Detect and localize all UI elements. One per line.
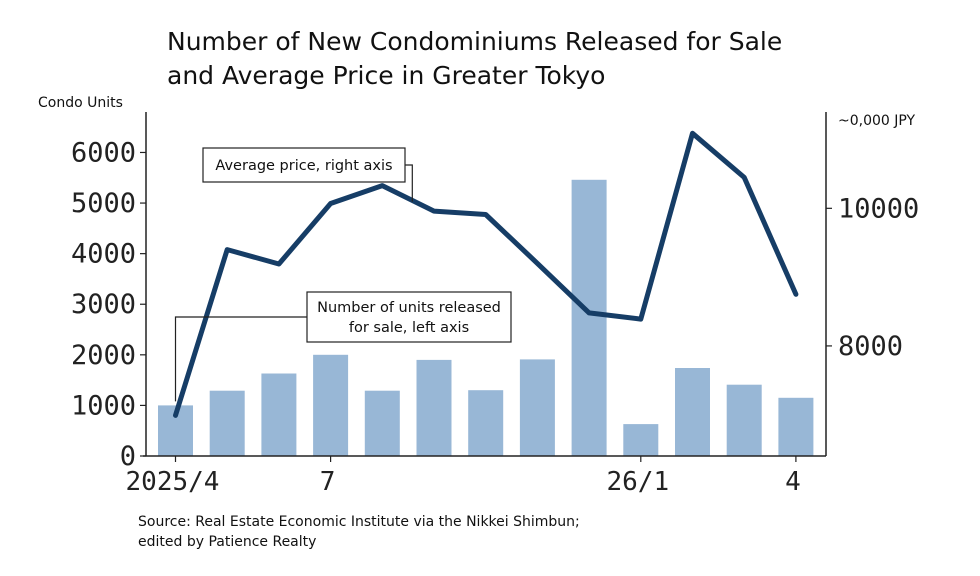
bar-2026/1 [623,424,659,456]
units-callout-leader [174,316,307,402]
bar-series [158,179,814,457]
right-axis-label: ~0,000 JPY [838,113,916,129]
chart-title-line-1: Number of New Condominiums Released for … [167,27,782,56]
left-tick-label-3000: 3000 [71,289,136,320]
bar-2025/6 [261,373,297,456]
bar-2025/8 [364,390,400,456]
bar-2025/5 [209,390,245,456]
bar-2025/10 [468,390,504,456]
bar-2025/12 [571,179,607,457]
x-tick-label-7: 7 [320,467,336,497]
price-callout-label: Average price, right axis [215,158,392,174]
x-tick-label-26/1: 26/1 [606,467,669,497]
right-tick-label-8000: 8000 [838,331,903,362]
bar-2025/9 [416,359,452,456]
price-line-series [173,130,799,418]
x-tick-label-2025/4: 2025/4 [126,467,220,497]
price-line [173,130,799,418]
source-line-1: Source: Real Estate Economic Institute v… [138,514,580,530]
chart-title-line-2: and Average Price in Greater Tokyo [167,61,605,90]
left-tick-label-6000: 6000 [71,137,136,168]
x-tick-label-4: 4 [785,467,801,497]
bar-2025/7 [313,354,349,456]
bar-2026/4 [778,397,814,456]
bar-2026/2 [675,368,710,456]
bar-2026/3 [726,384,762,456]
callouts: Average price, right axis Number of units… [174,147,512,402]
units-callout-line-2: for sale, left axis [349,320,469,336]
price-callout-leader [405,164,413,202]
source-line-2: edited by Patience Realty [138,534,316,550]
left-tick-label-5000: 5000 [71,188,136,219]
units-callout-box [306,291,512,343]
units-callout-line-1: Number of units released [317,300,501,316]
axes: 0 1000 2000 3000 4000 5000 6000 8000 10000 2025/4… [71,112,919,497]
left-tick-label-1000: 1000 [71,390,136,421]
right-tick-label-10000: 10000 [838,193,919,224]
left-axis-label: Condo Units [38,95,123,111]
left-tick-label-4000: 4000 [71,239,136,270]
left-tick-label-0: 0 [120,441,136,472]
bar-2025/11 [519,359,555,456]
price-callout-box [202,147,406,183]
left-tick-label-2000: 2000 [71,340,136,371]
